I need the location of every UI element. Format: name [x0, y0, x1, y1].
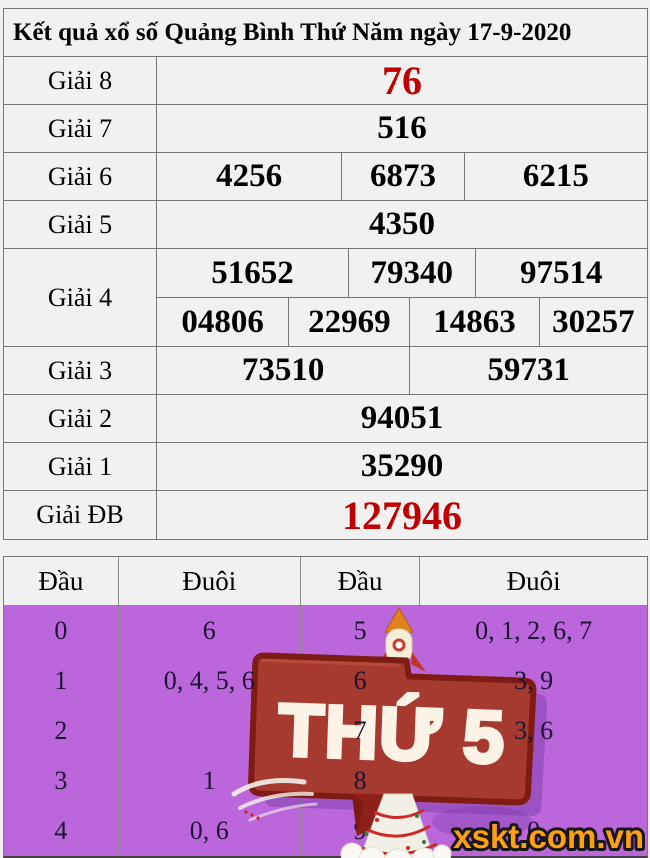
- prize-row-g7: Giải 7 516: [4, 105, 647, 153]
- prize-row-g3: Giải 3 73510 59731: [4, 347, 647, 395]
- prize-value: 35290: [360, 448, 444, 484]
- tail-digits: 6: [202, 615, 216, 645]
- prize-value: 4350: [369, 206, 435, 242]
- prize-label: Giải 1: [4, 443, 157, 490]
- tail-digits: 3, 6: [514, 715, 554, 745]
- head-digit: 3: [54, 765, 68, 795]
- prize-table: Kết quả xổ số Quảng Bình Thứ Năm ngày 17…: [3, 8, 648, 540]
- prize-label: Giải 5: [4, 201, 157, 248]
- tail-digits: 0: [527, 816, 541, 845]
- head-digit: 9: [353, 816, 367, 845]
- prize-value: 6215: [463, 153, 647, 200]
- prize-label: Giải 8: [4, 57, 157, 104]
- prize-value: 59731: [409, 347, 647, 394]
- page-title: Kết quả xổ số Quảng Bình Thứ Năm ngày 17…: [4, 9, 647, 57]
- column-header: Đầu: [38, 565, 84, 596]
- head-tail-header-row: Đầu Đuôi Đầu Đuôi: [4, 557, 647, 606]
- column-header: Đuôi: [419, 557, 647, 605]
- prize-value: 14863: [409, 298, 538, 346]
- prize-value: 94051: [360, 400, 444, 436]
- prize-value: 04806: [181, 303, 264, 340]
- prize-value: 127946: [342, 492, 462, 538]
- prize-value: 76: [382, 58, 422, 103]
- tail-digits: 0, 6: [189, 816, 229, 845]
- prize-value: 51652: [211, 254, 294, 291]
- head-tail-row-2: 2 7 3, 6: [4, 706, 647, 756]
- tail-digits: 0, 1, 2, 6, 7: [475, 615, 593, 645]
- prize-row-g6: Giải 6 4256 6873 6215: [4, 153, 647, 201]
- head-tail-table: Đầu Đuôi Đầu Đuôi 0 6 5 0, 1, 2, 6, 7 1 …: [3, 556, 648, 858]
- prize-value: 4256: [216, 158, 283, 194]
- head-digit: 4: [54, 816, 68, 845]
- prize-label: Giải 4: [4, 249, 157, 346]
- head-digit: 6: [353, 665, 367, 695]
- prize-row-g5: Giải 5 4350: [4, 201, 647, 249]
- head-digit: 0: [54, 615, 68, 645]
- prize-row-g2: Giải 2 94051: [4, 395, 647, 443]
- prize-label: Giải 3: [4, 347, 157, 394]
- tail-digits: 3, 9: [514, 665, 554, 695]
- prize-row-g8: Giải 8 76: [4, 57, 647, 105]
- column-header: Đuôi: [117, 557, 300, 605]
- prize-value: 79340: [348, 249, 474, 297]
- head-tail-row-4: 4 0, 6 9 0: [4, 806, 647, 856]
- prize-value: 30257: [538, 298, 647, 346]
- head-tail-row-3: 3 1 8: [4, 756, 647, 806]
- head-tail-row-1: 1 0, 4, 5, 6 6 3, 9: [4, 656, 647, 706]
- head-digit: 1: [54, 665, 68, 695]
- prize-label: Giải ĐB: [4, 491, 157, 539]
- head-tail-row-0: 0 6 5 0, 1, 2, 6, 7: [4, 606, 647, 656]
- tail-digits: 1: [202, 765, 216, 795]
- prize-row-g4: Giải 4 51652 79340 97514 04806 22969 148…: [4, 249, 647, 347]
- prize-row-gdb: Giải ĐB 127946: [4, 491, 647, 539]
- prize-label: Giải 6: [4, 153, 157, 200]
- prize-value: 22969: [288, 298, 409, 346]
- column-header: Đầu: [299, 557, 420, 605]
- prize-value: 516: [377, 110, 427, 146]
- prize-value: 97514: [474, 249, 648, 297]
- prize-value: 73510: [241, 352, 325, 388]
- head-digit: 7: [353, 715, 367, 745]
- head-digit: 8: [353, 765, 367, 795]
- tail-digits: 0, 4, 5, 6: [163, 665, 255, 695]
- prize-value: 6873: [341, 153, 464, 200]
- head-digit: 2: [54, 715, 68, 745]
- prize-row-g1: Giải 1 35290: [4, 443, 647, 491]
- prize-label: Giải 7: [4, 105, 157, 152]
- head-digit: 5: [353, 615, 367, 645]
- prize-label: Giải 2: [4, 395, 157, 442]
